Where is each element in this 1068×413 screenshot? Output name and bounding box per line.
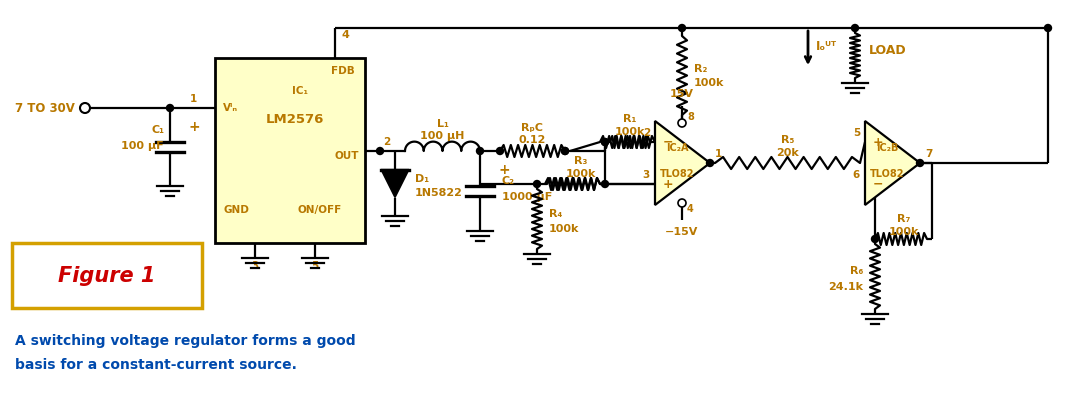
Text: R₁: R₁ <box>624 114 637 124</box>
Text: 6: 6 <box>852 170 860 180</box>
Circle shape <box>707 159 713 166</box>
Text: L₁: L₁ <box>437 119 449 129</box>
Text: OUT: OUT <box>334 151 359 161</box>
Circle shape <box>562 147 568 154</box>
Circle shape <box>678 24 686 31</box>
Text: +: + <box>188 120 200 134</box>
Text: 20k: 20k <box>776 148 799 158</box>
Text: RₚC: RₚC <box>521 123 544 133</box>
Bar <box>12 243 202 308</box>
Text: TLO82: TLO82 <box>869 169 905 179</box>
Text: C₁: C₁ <box>151 125 164 135</box>
Circle shape <box>476 147 484 154</box>
Text: 2: 2 <box>643 128 650 138</box>
Text: +: + <box>663 178 674 190</box>
Text: ON/OFF: ON/OFF <box>298 205 342 215</box>
Circle shape <box>534 180 540 188</box>
Circle shape <box>562 147 568 154</box>
Text: 1: 1 <box>714 149 722 159</box>
Text: +: + <box>498 163 509 177</box>
Text: LM2576: LM2576 <box>266 113 325 126</box>
Text: 100 μF: 100 μF <box>122 141 164 151</box>
Text: 2: 2 <box>383 137 390 147</box>
Circle shape <box>851 24 859 31</box>
Text: basis for a constant-current source.: basis for a constant-current source. <box>15 358 297 372</box>
Text: 100k: 100k <box>549 224 579 234</box>
Text: 7 TO 30V: 7 TO 30V <box>15 102 75 114</box>
Polygon shape <box>655 121 710 205</box>
Text: 15V: 15V <box>670 89 694 99</box>
Text: 8: 8 <box>687 112 694 122</box>
Circle shape <box>377 147 383 154</box>
Text: R₆: R₆ <box>850 266 863 276</box>
Circle shape <box>678 119 686 127</box>
Text: Vᴵₙ: Vᴵₙ <box>223 103 238 113</box>
Text: −: − <box>663 135 674 149</box>
Text: 3: 3 <box>251 261 258 271</box>
Text: A switching voltage regulator forms a good: A switching voltage regulator forms a go… <box>15 334 356 348</box>
Text: 1: 1 <box>190 94 197 104</box>
Circle shape <box>871 235 879 242</box>
Text: 100k: 100k <box>615 127 645 137</box>
Text: C₂: C₂ <box>502 176 515 186</box>
Text: 5: 5 <box>312 261 318 271</box>
Text: LOAD: LOAD <box>869 44 907 57</box>
Text: Figure 1: Figure 1 <box>59 266 156 285</box>
Text: 5: 5 <box>852 128 860 138</box>
Text: 3: 3 <box>643 170 650 180</box>
Text: IC₁: IC₁ <box>292 86 308 96</box>
Text: 100k: 100k <box>889 227 918 237</box>
Circle shape <box>497 147 503 154</box>
Polygon shape <box>381 169 409 197</box>
Text: 24.1k: 24.1k <box>828 282 863 292</box>
Circle shape <box>167 104 173 112</box>
Polygon shape <box>865 121 920 205</box>
Circle shape <box>916 159 924 166</box>
Text: R₇: R₇ <box>897 214 910 224</box>
Text: 100k: 100k <box>694 78 724 88</box>
Text: FDB: FDB <box>331 66 355 76</box>
Text: R₃: R₃ <box>575 156 587 166</box>
Text: TLO82: TLO82 <box>660 169 694 179</box>
Text: 100k: 100k <box>566 169 596 179</box>
Circle shape <box>601 180 609 188</box>
Circle shape <box>601 138 609 145</box>
Text: R₂: R₂ <box>694 64 707 74</box>
Text: 4: 4 <box>687 204 694 214</box>
Text: 7: 7 <box>925 149 932 159</box>
Circle shape <box>601 138 609 145</box>
Text: GND: GND <box>223 205 249 215</box>
Text: R₅: R₅ <box>781 135 795 145</box>
Text: −: − <box>873 178 883 190</box>
Text: 4: 4 <box>341 30 349 40</box>
Text: 0.12: 0.12 <box>519 135 546 145</box>
Text: R₄: R₄ <box>549 209 563 219</box>
Text: 1000 μF: 1000 μF <box>502 192 552 202</box>
Bar <box>215 58 365 243</box>
Circle shape <box>1045 24 1052 31</box>
Text: IC₂A: IC₂A <box>665 143 688 153</box>
Text: +: + <box>873 135 883 149</box>
Text: Iₒᵁᵀ: Iₒᵁᵀ <box>816 40 837 52</box>
Circle shape <box>678 199 686 207</box>
Text: IC₂B: IC₂B <box>876 143 898 153</box>
Text: 100 μH: 100 μH <box>421 131 465 141</box>
Text: −15V: −15V <box>665 227 698 237</box>
Text: 1N5822: 1N5822 <box>415 188 462 199</box>
Text: D₁: D₁ <box>415 173 429 183</box>
Circle shape <box>80 103 90 113</box>
